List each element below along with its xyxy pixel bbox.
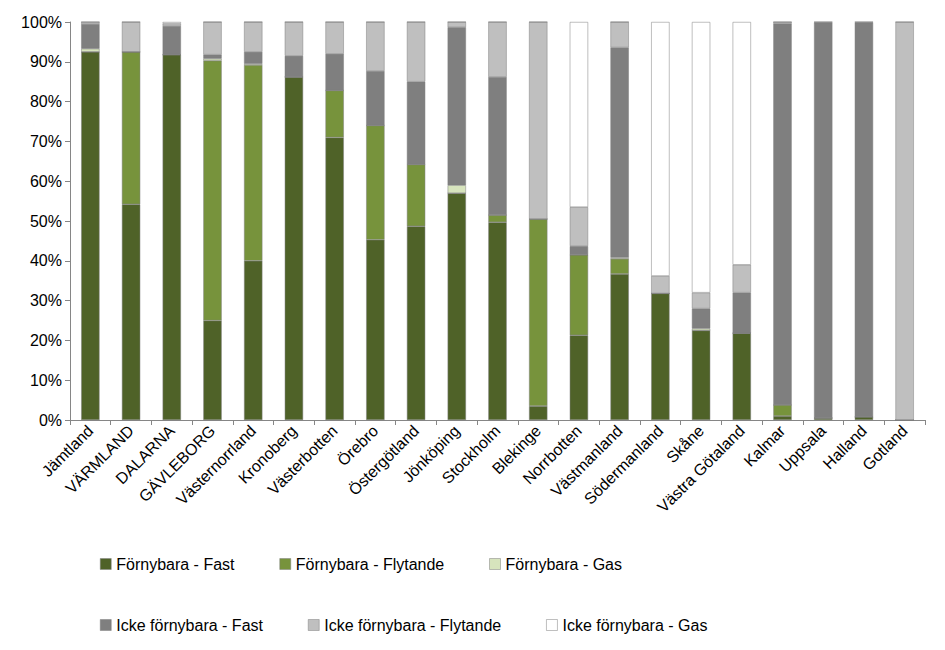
svg-text:Halland: Halland [819,422,870,473]
svg-text:Norrbotten: Norrbotten [519,422,585,488]
svg-text:Västerbotten: Västerbotten [265,422,341,498]
svg-text:Jämtland: Jämtland [38,422,97,480]
svg-text:80%: 80% [30,93,62,110]
svg-text:Jönköping: Jönköping [399,422,463,486]
svg-text:60%: 60% [30,173,62,190]
svg-text:40%: 40% [30,252,62,269]
svg-text:Icke förnybara - Fast: Icke förnybara - Fast [116,617,263,634]
svg-text:DALARNA: DALARNA [112,422,178,488]
svg-text:50%: 50% [30,213,62,230]
svg-text:Förnybara - Fast: Förnybara - Fast [116,556,235,573]
svg-text:20%: 20% [30,332,62,349]
svg-text:Gotland: Gotland [859,422,911,474]
svg-text:Stockholm: Stockholm [439,422,504,487]
svg-text:100%: 100% [21,14,62,31]
svg-text:Västra Götaland: Västra Götaland [654,422,748,516]
svg-text:30%: 30% [30,292,62,309]
svg-text:Västernorrland: Västernorrland [173,422,260,509]
svg-text:Uppsala: Uppsala [776,422,830,476]
svg-text:Förnybara - Gas: Förnybara - Gas [506,556,622,573]
svg-text:Kalmar: Kalmar [740,422,789,470]
svg-text:Örebro: Örebro [334,422,382,470]
svg-text:90%: 90% [30,53,62,70]
svg-text:10%: 10% [30,372,62,389]
svg-text:Kronoberg: Kronoberg [235,422,300,487]
svg-text:Icke förnybara - Gas: Icke förnybara - Gas [562,617,707,634]
svg-text:Skåne: Skåne [663,422,708,467]
svg-text:0%: 0% [39,412,62,429]
svg-text:Blekinge: Blekinge [488,422,545,478]
svg-text:Östergötland: Östergötland [345,422,422,499]
svg-text:Förnybara - Flytande: Förnybara - Flytande [296,556,445,573]
svg-text:VÄRMLAND: VÄRMLAND [62,422,138,497]
svg-text:GÄVLEBORG: GÄVLEBORG [135,422,219,505]
svg-text:Icke förnybara - Flytande: Icke förnybara - Flytande [324,617,501,634]
svg-text:Södermanland: Södermanland [581,422,667,508]
svg-text:Västmanland: Västmanland [547,422,626,500]
svg-text:70%: 70% [30,133,62,150]
